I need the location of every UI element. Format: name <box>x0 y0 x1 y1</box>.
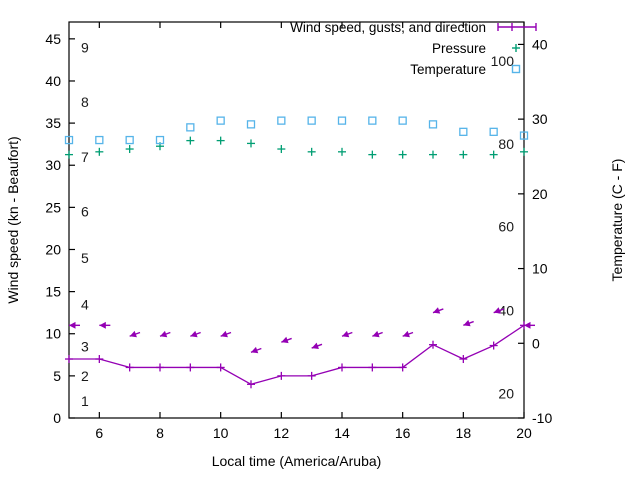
x-tick-label: 16 <box>395 425 411 441</box>
temperature-marker <box>428 120 438 129</box>
x-tick-label: 6 <box>95 425 103 441</box>
temperature-marker <box>277 116 286 125</box>
legend-label-0: Wind speed, gusts, and direction <box>290 20 486 35</box>
y-tick-label: 15 <box>45 284 61 300</box>
y-tick-label: 10 <box>45 326 61 342</box>
beaufort-label: 3 <box>81 338 89 354</box>
legend-label-2: Temperature <box>410 62 486 77</box>
fahrenheit-label: 80 <box>498 136 514 152</box>
x-tick-label: 18 <box>456 425 472 441</box>
x-axis-title: Local time (America/Aruba) <box>212 453 382 469</box>
y-tick-label: 5 <box>53 368 61 384</box>
y2-tick-label: 40 <box>532 36 548 52</box>
x-tick-label: 12 <box>274 425 290 441</box>
fahrenheit-label: 60 <box>498 219 514 235</box>
temperature-marker <box>337 116 347 125</box>
gust-arrow-head <box>69 321 76 329</box>
temperature-marker <box>216 116 225 125</box>
temperature-marker <box>186 123 195 132</box>
temperature-marker <box>64 135 74 145</box>
y-tick-label: 30 <box>45 157 61 173</box>
y-tick-label: 0 <box>53 410 61 426</box>
y-axis-title: Wind speed (kn - Beaufort) <box>5 136 21 303</box>
beaufort-label: 4 <box>81 296 89 312</box>
x-tick-label: 14 <box>334 425 350 441</box>
gust-arrow-head <box>220 330 228 338</box>
x-tick-label: 10 <box>213 425 229 441</box>
temperature-marker <box>246 120 256 129</box>
gust-arrow-head <box>524 321 531 329</box>
y2-axis-title: Temperature (C - F) <box>609 159 625 282</box>
beaufort-label: 5 <box>81 250 89 266</box>
beaufort-label: 1 <box>81 393 89 409</box>
gust-arrow-head <box>493 307 501 314</box>
legend-square-temperature <box>511 64 521 74</box>
temperature-marker <box>155 135 165 145</box>
gust-arrow-head <box>311 342 319 350</box>
temperature-marker <box>368 116 377 125</box>
beaufort-label: 9 <box>81 39 89 55</box>
y2-tick-label: 10 <box>532 261 548 277</box>
temperature-marker <box>307 116 316 125</box>
gust-arrow-head <box>281 336 289 344</box>
y2-tick-label: 0 <box>532 335 540 351</box>
x-tick-label: 20 <box>516 425 532 441</box>
beaufort-label: 8 <box>81 94 89 110</box>
temperature-marker <box>459 127 468 136</box>
gust-arrow-head <box>372 330 380 338</box>
y-tick-label: 20 <box>45 241 61 257</box>
gust-arrow-head <box>463 319 471 327</box>
y2-tick-label: 30 <box>532 111 548 127</box>
fahrenheit-label: 100 <box>491 53 515 69</box>
beaufort-label: 6 <box>81 204 89 220</box>
beaufort-label: 7 <box>81 149 89 165</box>
y-tick-label: 40 <box>45 73 61 89</box>
fahrenheit-label: 20 <box>498 385 514 401</box>
temperature-marker <box>489 127 498 136</box>
wind-speed-line <box>69 324 525 385</box>
y-tick-label: 35 <box>45 115 61 131</box>
y2-tick-label: 20 <box>532 186 548 202</box>
gust-arrow-head <box>251 346 259 354</box>
y-tick-label: 45 <box>45 31 61 47</box>
temperature-marker <box>125 135 134 145</box>
plot-frame <box>68 21 525 419</box>
gust-arrow-head <box>129 330 137 338</box>
temperature-marker <box>519 131 529 140</box>
gust-arrow-head <box>433 307 441 314</box>
y-tick-label: 25 <box>45 199 61 215</box>
legend-label-1: Pressure <box>432 41 486 56</box>
temperature-marker <box>398 116 407 125</box>
gust-arrow-head <box>160 330 168 338</box>
gust-arrow-head <box>99 321 106 329</box>
gust-arrow-head <box>190 330 198 338</box>
beaufort-label: 2 <box>81 368 89 384</box>
fahrenheit-label: 40 <box>498 302 514 318</box>
gust-arrow-head <box>402 330 410 338</box>
temperature-marker <box>95 135 104 145</box>
gust-arrow-head <box>342 330 350 338</box>
x-tick-label: 8 <box>156 425 164 441</box>
y2-tick-label: -10 <box>532 410 552 426</box>
